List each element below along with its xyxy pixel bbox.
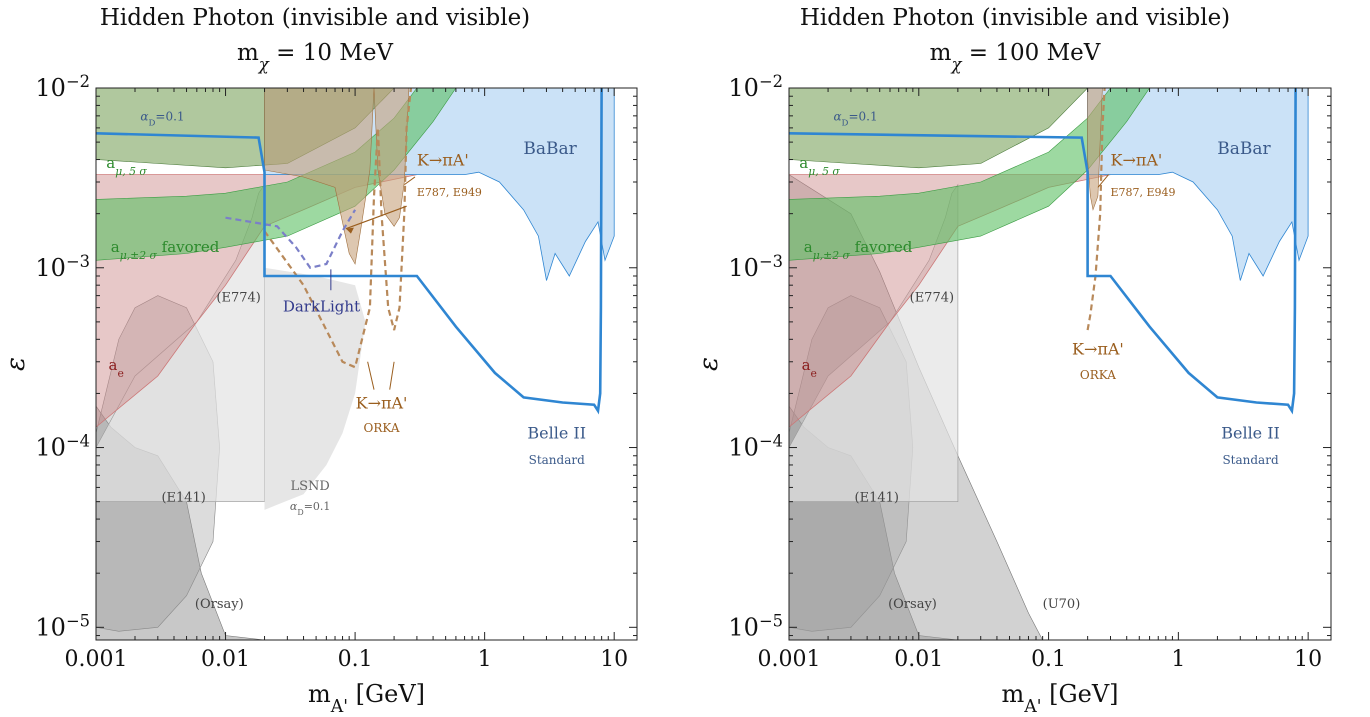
y-tick-label: 10−5 [728,611,783,642]
label-kpi: K→πA' [417,151,469,170]
label-ae: ae [802,356,817,380]
chart-title: Hidden Photon (invisible and visible) [100,5,530,31]
x-tick-label: 10 [1294,647,1322,672]
chart-subtitle: mχ = 10 MeV [237,40,393,74]
chart-subtitle: mχ = 100 MeV [930,40,1101,74]
label-belle2: Belle II [1221,424,1280,443]
label-u70: (U70) [1043,597,1081,612]
x-tick-label: 1 [1171,647,1185,672]
label-orka-sub: ORKA [1080,368,1116,382]
label-amu-2sigma: aμ,±2 σ favored [804,238,913,262]
x-tick-label: 10 [600,647,628,672]
curve-belle2 [96,88,603,415]
x-tick-label: 0.001 [65,647,128,672]
label-belle2: Belle II [527,424,586,443]
plot-area [789,88,1309,640]
region-amu-2sigma [789,88,1150,261]
arrow-kpi-2 [345,205,407,230]
y-tick-label: 10−4 [35,431,90,462]
label-orka-sub: ORKA [364,421,400,435]
chart-panel-1: 0.001 0.01 0.1 1 10 10−2 10−3 10−4 10−5 Hidden Ph… [1,5,638,717]
x-tick-label: 0.01 [201,647,250,672]
y-tick-label: 10−3 [35,251,90,282]
x-axis-label: mA' [GeV] [308,680,425,713]
y-tick-label: 10−4 [728,431,783,462]
y-tick-label: 10−3 [728,251,783,282]
label-alpha-d: αD=0.1 [833,109,877,128]
x-tick-label: 0.01 [894,647,943,672]
label-belle2-sub: Standard [529,453,585,467]
label-babar: BaBar [1217,139,1271,159]
region-amu-2sigma [96,88,457,261]
y-tick-label: 10−2 [728,72,783,103]
label-lsnd: LSND [290,479,329,494]
region-lsnd [264,267,366,510]
label-amu-5sigma: aμ, 5 σ [799,154,840,178]
arrow-orka-2 [389,361,395,390]
y-tick-label: 10−2 [35,72,90,103]
region-kpi-e787 [264,88,410,265]
y-axis-label: ε [1,357,31,371]
x-tick-label: 1 [478,647,492,672]
label-e774: (E774) [910,290,954,305]
arrow-orka-1 [367,361,375,390]
axis-ticks [788,87,1331,640]
label-orsay: (Orsay) [195,597,244,612]
y-tick-label: 10−5 [35,611,90,642]
label-belle2-sub: Standard [1222,453,1278,467]
label-kpi-sub: E787, E949 [417,186,482,199]
label-babar: BaBar [523,139,577,159]
axis-ticks [95,87,637,640]
chart-title: Hidden Photon (invisible and visible) [800,5,1230,31]
label-orka: K→πA' [356,393,408,412]
label-amu-5sigma: aμ, 5 σ [106,154,147,178]
label-alpha-d: αD=0.1 [140,109,184,128]
label-e141: (E141) [161,491,205,506]
label-e774: (E774) [216,290,260,305]
arrow-head-kpi [345,227,354,234]
x-axis-label: mA' [GeV] [1001,680,1118,713]
plot-frame [788,87,1332,641]
x-tick-label: 0.001 [758,647,821,672]
label-e141: (E141) [855,491,899,506]
label-kpi: K→πA' [1110,151,1162,170]
label-kpi-sub: E787, E949 [1110,186,1175,199]
x-tick-label: 0.1 [1031,647,1066,672]
x-tick-label: 0.1 [338,647,373,672]
plot-area [96,88,615,640]
region-amu-5sigma [789,88,1089,169]
chart-panel-2: 0.001 0.01 0.1 1 10 10−2 10−3 10−4 10−5 Hidden Ph… [694,5,1332,717]
label-amu-2sigma: aμ,±2 σ favored [111,238,220,262]
arrow-kpi [404,176,416,186]
y-axis-label: ε [694,357,724,371]
curve-darklight [225,209,357,270]
label-orsay: (Orsay) [888,597,937,612]
region-kpi-e787 [1087,88,1103,211]
region-babar [1087,88,1309,281]
label-lsnd-alpha: αD=0.1 [290,500,331,517]
curve-belle2 [789,88,1297,415]
curve-orka [1086,88,1106,331]
label-orka: K→πA' [1072,339,1124,358]
label-ae: ae [109,356,124,380]
arrow-kpi [1097,174,1109,188]
label-darklight: DarkLight [283,298,360,316]
plot-frame [95,87,638,641]
